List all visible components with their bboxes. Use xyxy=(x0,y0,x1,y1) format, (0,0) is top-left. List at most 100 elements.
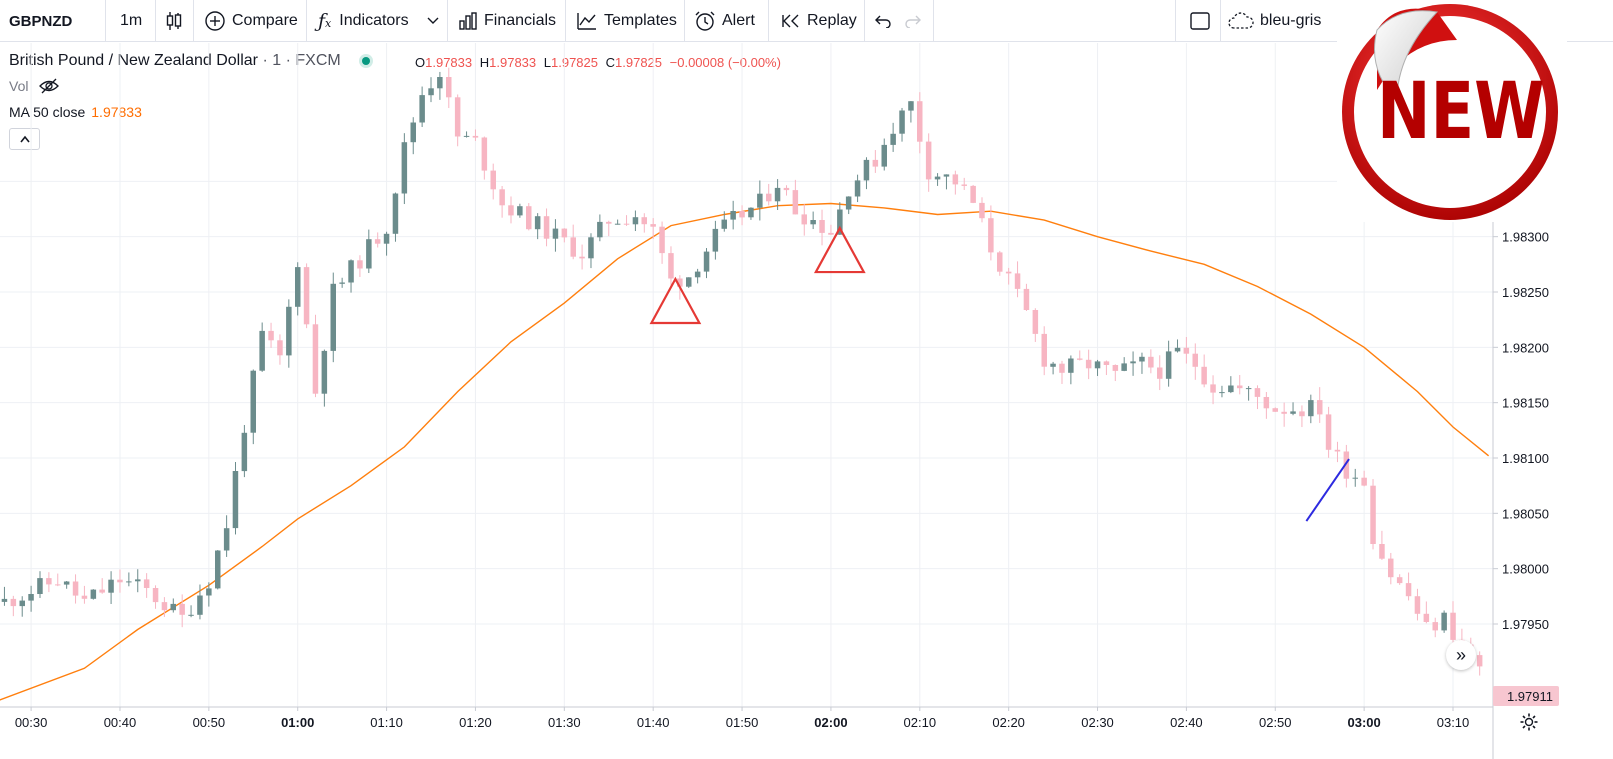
candle-body xyxy=(366,239,372,269)
rewind-icon xyxy=(782,14,799,28)
collapse-legend-button[interactable] xyxy=(9,128,40,150)
toolbar-divider xyxy=(105,0,106,42)
replay-button[interactable]: Replay xyxy=(781,0,857,42)
time-tick-label: 01:30 xyxy=(548,715,581,730)
trend-line xyxy=(1305,458,1350,522)
ma-50-line xyxy=(0,202,1490,701)
symbol-search-button[interactable]: GBPNZD xyxy=(9,0,72,42)
undo-icon xyxy=(875,15,891,28)
ohlc-values: O1.97833 H1.97833 L1.97825 C1.97825 −0.0… xyxy=(415,55,781,70)
candle-body xyxy=(1450,612,1456,640)
candle-body xyxy=(908,101,914,111)
candle-body xyxy=(330,283,336,351)
chevron-down-icon[interactable] xyxy=(427,17,439,25)
candle-body xyxy=(437,77,443,89)
indicators-button[interactable]: ƒx Indicators xyxy=(318,0,439,42)
time-tick-label: 02:30 xyxy=(1081,715,1114,730)
candle-body xyxy=(1361,477,1367,486)
candle-body xyxy=(117,579,123,583)
candle-body xyxy=(899,110,905,134)
candle-body xyxy=(232,471,239,529)
volume-label: Vol xyxy=(9,78,29,94)
candle-body xyxy=(28,594,34,601)
candle-body xyxy=(1059,363,1065,373)
candle-body xyxy=(614,223,621,225)
low-value: 1.97825 xyxy=(551,55,598,70)
candle-body xyxy=(712,228,719,252)
candle-body xyxy=(1077,358,1083,360)
candle-body xyxy=(1308,400,1314,417)
alert-button[interactable]: Alert xyxy=(694,0,755,42)
candle-body xyxy=(1112,365,1119,371)
redo-button[interactable] xyxy=(904,0,928,42)
candle-body xyxy=(1023,288,1030,310)
templates-button[interactable]: Templates xyxy=(576,0,677,42)
candle-body xyxy=(925,141,932,180)
price-tick-label: 1.98200 xyxy=(1502,340,1549,355)
candle-body xyxy=(152,588,159,603)
high-value: 1.97833 xyxy=(489,55,537,70)
symbol-label: GBPNZD xyxy=(9,12,73,30)
candle-body xyxy=(197,595,203,615)
bar-chart-icon xyxy=(459,12,477,30)
candle-body xyxy=(543,216,550,239)
legend-exchange: FXCM xyxy=(295,52,341,69)
candle-body xyxy=(1192,353,1198,367)
alarm-clock-icon xyxy=(695,11,715,31)
new-sticker-icon: NEW xyxy=(1342,4,1558,220)
candle-body xyxy=(1379,544,1385,559)
candle-body xyxy=(223,528,230,551)
candle-body xyxy=(1414,596,1421,614)
candle-body xyxy=(481,137,488,171)
candle-body xyxy=(374,239,381,244)
candle-body xyxy=(1254,388,1261,397)
price-tick-label: 1.97950 xyxy=(1502,617,1549,632)
ma-indicator-row[interactable]: MA 50 close 1.97833 xyxy=(9,104,142,120)
price-chart[interactable]: 1.983501.983001.982501.982001.981501.981… xyxy=(0,43,1613,759)
candles-icon xyxy=(166,12,182,30)
function-icon: ƒx xyxy=(318,10,332,32)
candle-body xyxy=(268,330,274,341)
chart-type-button[interactable] xyxy=(164,0,190,42)
compare-button[interactable]: Compare xyxy=(204,0,298,42)
scroll-to-realtime-button[interactable]: » xyxy=(1446,640,1476,670)
eye-hidden-icon[interactable] xyxy=(38,78,60,94)
candle-body xyxy=(143,579,150,588)
badge-text: NEW xyxy=(1377,66,1545,157)
undo-button[interactable] xyxy=(874,0,898,42)
time-tick-label: 01:00 xyxy=(281,715,314,730)
candle-body xyxy=(1,598,8,602)
candle-body xyxy=(934,176,941,180)
ma-label: MA 50 close xyxy=(9,104,86,120)
candle-body xyxy=(677,278,683,287)
financials-button[interactable]: Financials xyxy=(458,0,556,42)
toolbar-divider xyxy=(864,0,865,42)
financials-label: Financials xyxy=(484,12,557,29)
layout-save-button[interactable]: bleu-gris xyxy=(1228,0,1347,42)
change-value: −0.00008 (−0.00%) xyxy=(669,55,781,70)
time-tick-label: 01:10 xyxy=(370,715,403,730)
replay-label: Replay xyxy=(807,12,857,29)
candle-body xyxy=(952,174,959,185)
candle-body xyxy=(508,205,514,216)
candle-body xyxy=(1201,366,1207,385)
candle-body xyxy=(881,144,887,167)
symbol-title: British Pound / New Zealand Dollar xyxy=(9,52,259,69)
time-tick-label: 01:40 xyxy=(637,715,670,730)
candle-body xyxy=(668,253,674,279)
candle-body xyxy=(641,217,647,225)
time-tick-label: 00:40 xyxy=(104,715,137,730)
double-chevron-right-icon: » xyxy=(1455,644,1466,665)
candle-body xyxy=(748,207,754,218)
candle-body xyxy=(1237,385,1243,389)
candle-body xyxy=(863,159,870,181)
interval-button[interactable]: 1m xyxy=(120,0,142,42)
candle-body xyxy=(286,306,292,356)
fullscreen-button[interactable] xyxy=(1189,0,1217,42)
toolbar-divider xyxy=(1220,0,1221,42)
redo-icon xyxy=(905,15,921,28)
candle-body xyxy=(170,603,176,611)
candle-body xyxy=(686,277,692,287)
chart-settings-button[interactable] xyxy=(1518,711,1540,733)
volume-indicator-row[interactable]: Vol xyxy=(9,78,60,94)
